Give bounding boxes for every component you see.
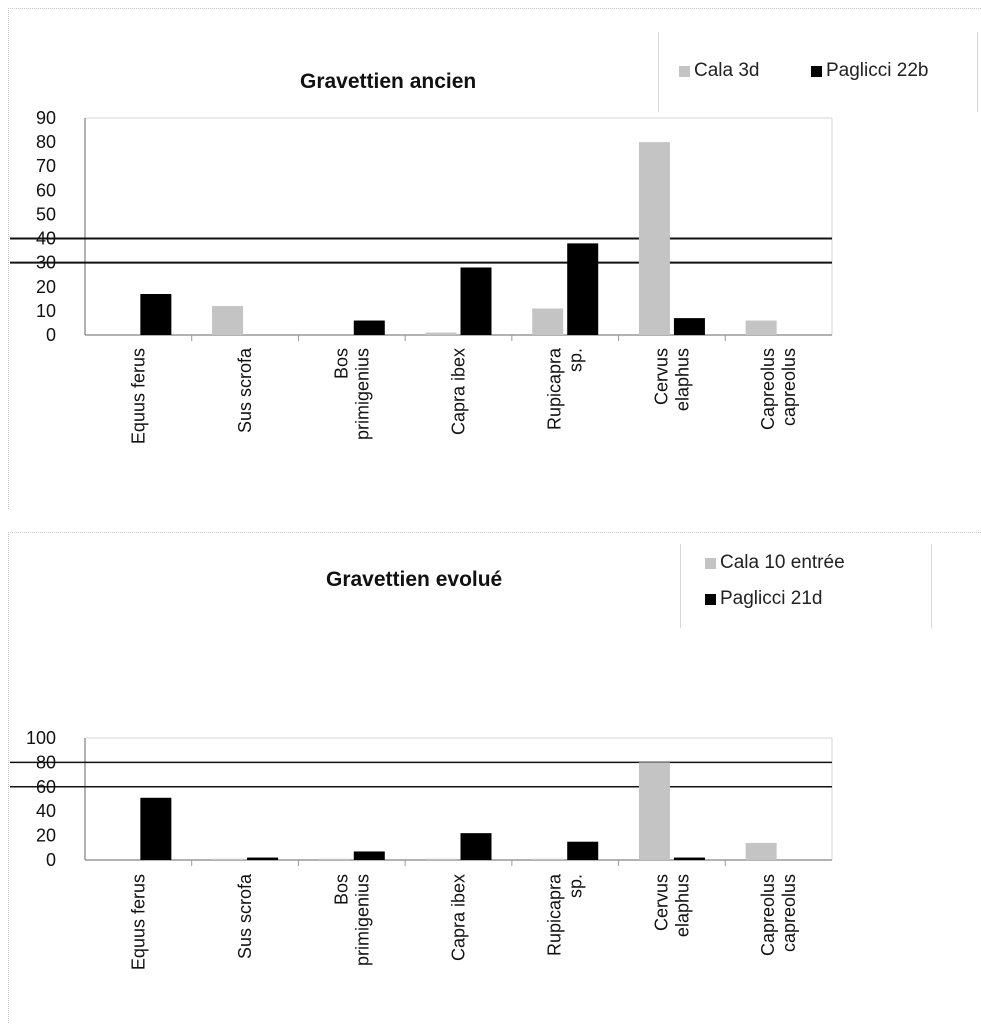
x-tick-label: Equus ferus <box>128 874 148 970</box>
x-tick-label: Cervus <box>651 874 671 931</box>
bar-series-1 <box>745 320 777 335</box>
legend-swatch <box>811 65 822 77</box>
chart-gravettien-ancien: Gravettien ancien Cala 3d Paglicci 22b 0… <box>0 0 981 510</box>
x-tick-label: capreolus <box>779 874 799 952</box>
x-category-label: Capra ibex <box>449 874 469 961</box>
bar-series-2 <box>567 243 599 335</box>
x-category-label: Capreolus capreolus <box>758 348 799 430</box>
bar-series-1 <box>425 858 457 860</box>
legend-swatch <box>705 557 716 569</box>
y-tick-label: 80 <box>36 132 56 152</box>
x-tick-label: Capreolus <box>758 348 778 430</box>
y-tick-label: 50 <box>36 204 56 224</box>
x-category-label: Rupicapra sp. <box>545 873 586 956</box>
y-tick-label: 10 <box>36 301 56 321</box>
y-tick-label: 0 <box>46 325 56 345</box>
bar-series-1 <box>425 332 457 335</box>
bar-series-2 <box>140 294 172 335</box>
y-tick-label: 20 <box>36 277 56 297</box>
legend-label: Cala 10 entrée <box>720 552 845 573</box>
legend-item-cala-3d: Cala 3d <box>679 60 760 82</box>
legend-label: Paglicci 21d <box>720 588 823 609</box>
y-tick-label: 20 <box>36 826 56 846</box>
y-tick-label: 90 <box>36 108 56 128</box>
x-category-label: Cervus elaphus <box>651 348 692 411</box>
legend-label: Cala 3d <box>694 60 760 81</box>
x-tick-label: sp. <box>566 874 586 898</box>
x-category-label: Equus ferus <box>128 348 148 444</box>
bar-series-2 <box>673 857 705 860</box>
x-tick-label: primigenius <box>352 874 372 966</box>
x-tick-label: Rupicapra <box>545 347 565 430</box>
bar-series-1 <box>532 858 564 860</box>
legend-item-cala-10-entree: Cala 10 entrée <box>705 552 845 574</box>
bar-series-2 <box>353 851 385 860</box>
bar-series-2 <box>460 833 492 860</box>
x-tick-label: primigenius <box>352 348 372 440</box>
x-tick-label: capreolus <box>779 348 799 426</box>
y-tick-label: 100 <box>26 728 56 748</box>
x-tick-label: Capreolus <box>758 874 778 956</box>
x-tick-label: Cervus <box>651 348 671 405</box>
bar-series-1 <box>318 858 350 860</box>
x-tick-label: Sus scrofa <box>235 347 255 433</box>
x-category-label: Sus scrofa <box>235 347 255 433</box>
y-tick-label: 40 <box>36 801 56 821</box>
x-tick-label: sp. <box>566 348 586 372</box>
legend-swatch <box>705 593 716 605</box>
x-category-label: Bos primigenius <box>331 348 372 440</box>
x-tick-label: elaphus <box>672 348 692 411</box>
bar-series-2 <box>353 320 385 335</box>
x-tick-label: Rupicapra <box>545 873 565 956</box>
x-category-label: Rupicapra sp. <box>545 347 586 430</box>
bar-series-2 <box>673 318 705 335</box>
bar-series-1 <box>212 858 244 860</box>
legend: Cala 3d Paglicci 22b <box>658 32 978 112</box>
x-tick-label: Equus ferus <box>128 348 148 444</box>
x-tick-label: Bos <box>331 348 351 379</box>
x-category-label: Cervus elaphus <box>651 874 692 937</box>
x-category-label: Capreolus capreolus <box>758 874 799 956</box>
bar-series-2 <box>247 857 279 860</box>
y-tick-label: 0 <box>46 850 56 870</box>
bar-series-1 <box>532 308 564 335</box>
x-category-label: Sus scrofa <box>235 873 255 959</box>
x-category-label: Bos primigenius <box>331 874 372 966</box>
legend-swatch <box>679 65 690 77</box>
chart-title: Gravettien ancien <box>300 70 477 93</box>
x-tick-label: Capra ibex <box>449 874 469 961</box>
x-tick-label: Bos <box>331 874 351 905</box>
x-category-label: Capra ibex <box>449 348 469 435</box>
legend-item-paglicci-22b: Paglicci 22b <box>811 60 928 82</box>
bar-series-2 <box>460 267 492 335</box>
chart-gravettien-evolue: Gravettien evolué Cala 10 entrée Paglicc… <box>0 520 981 1023</box>
chart-title: Gravettien evolué <box>326 568 503 591</box>
legend-item-paglicci-21d: Paglicci 21d <box>705 588 822 610</box>
bar-series-1 <box>212 306 244 335</box>
x-category-label: Equus ferus <box>128 874 148 970</box>
bar-series-2 <box>567 841 599 860</box>
bar-series-1 <box>638 142 670 335</box>
bar-series-2 <box>140 797 172 860</box>
x-tick-label: elaphus <box>672 874 692 937</box>
legend: Cala 10 entrée Paglicci 21d <box>680 544 932 628</box>
x-tick-label: Sus scrofa <box>235 873 255 959</box>
legend-label: Paglicci 22b <box>826 60 929 81</box>
bar-series-1 <box>638 762 670 860</box>
bar-series-1 <box>745 842 777 860</box>
y-tick-label: 70 <box>36 156 56 176</box>
y-tick-label: 60 <box>36 180 56 200</box>
x-tick-label: Capra ibex <box>449 348 469 435</box>
